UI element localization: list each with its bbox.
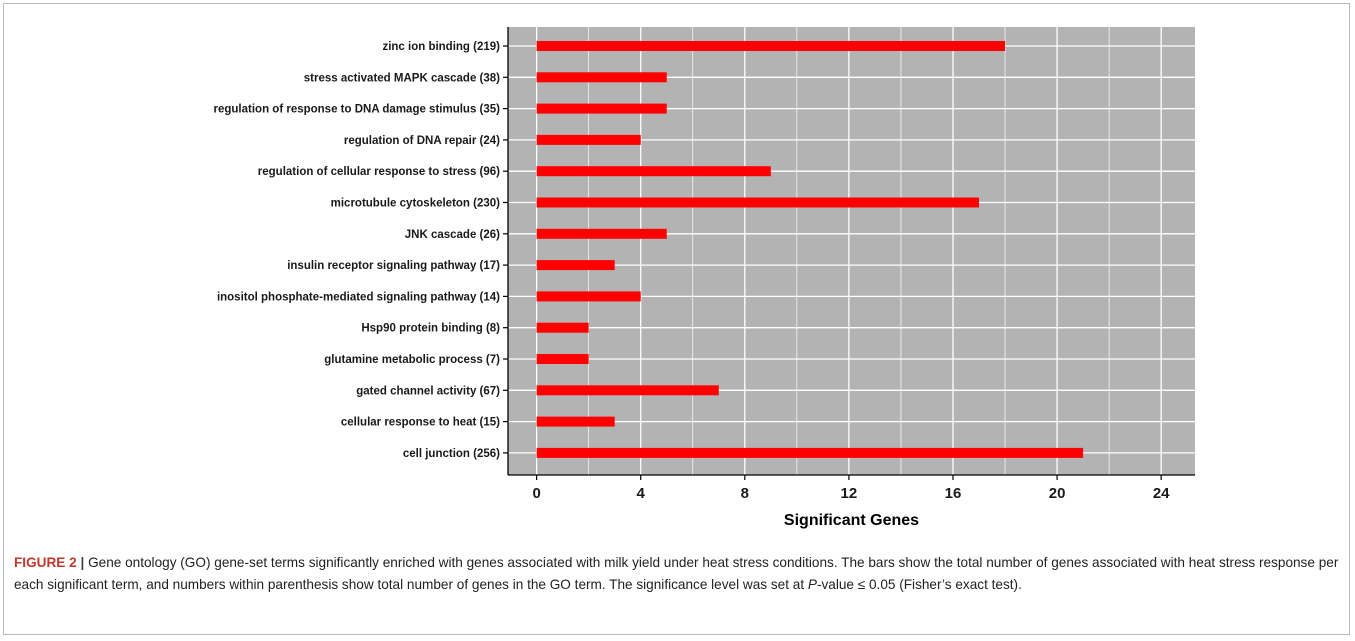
x-tick-label: 4: [637, 485, 646, 502]
x-tick-label: 24: [1153, 485, 1170, 502]
x-axis-title: Significant Genes: [784, 512, 919, 529]
x-tick-labels: 0 4 8 12 16 20 24: [532, 485, 1170, 502]
x-tick-label: 16: [945, 485, 962, 502]
y-tick-label: gated channel activity (67): [356, 385, 500, 397]
x-tick-label: 0: [532, 485, 540, 502]
plot-panel: [508, 27, 1195, 475]
y-tick-label: glutamine metabolic process (7): [324, 354, 500, 366]
bar: [536, 72, 667, 83]
bar: [536, 385, 719, 396]
caption-separator: |: [80, 555, 85, 570]
y-tick-label: cell junction (256): [403, 448, 500, 460]
bar: [536, 197, 980, 208]
bar: [536, 291, 641, 302]
x-tick-label: 8: [741, 485, 749, 502]
bar: [536, 354, 589, 364]
y-tick-label: JNK cascade (26): [405, 229, 500, 241]
bar: [536, 228, 667, 239]
caption-text: Gene ontology (GO) gene-set terms signif…: [14, 555, 1339, 592]
y-tick-label: microtubule cytoskeleton (230): [331, 198, 501, 210]
y-tick-label: stress activated MAPK cascade (38): [304, 72, 500, 84]
y-tick-label: regulation of DNA repair (24): [344, 135, 500, 147]
y-tick-labels: zinc ion binding (219) stress activated M…: [214, 41, 501, 460]
y-tick-label: regulation of cellular response to stres…: [258, 166, 500, 178]
y-tick-label: Hsp90 protein binding (8): [361, 323, 500, 335]
x-tick-label: 12: [841, 485, 858, 502]
figure-caption: FIGURE 2 | Gene ontology (GO) gene-set t…: [14, 552, 1339, 595]
x-tick-label: 20: [1049, 485, 1066, 502]
y-tick-label: zinc ion binding (219): [382, 41, 500, 53]
bar: [536, 166, 771, 177]
caption-text-end: -value ≤ 0.05 (Fisher’s exact test).: [816, 576, 1022, 592]
bar: [536, 41, 1006, 51]
figure-label: FIGURE 2: [14, 555, 77, 570]
caption-p-symbol: P: [807, 576, 817, 592]
bar-chart: zinc ion binding (219) stress activated M…: [214, 27, 1195, 529]
y-tick-label: cellular response to heat (15): [341, 417, 500, 429]
y-tick-label: regulation of response to DNA damage sti…: [214, 104, 501, 116]
bar: [536, 103, 667, 114]
y-tick-label: inositol phosphate-mediated signaling pa…: [217, 291, 500, 303]
bars: [536, 41, 1084, 458]
bar: [536, 447, 1084, 458]
axes: [503, 27, 1195, 480]
y-tick-label: insulin receptor signaling pathway (17): [287, 260, 500, 272]
bar: [536, 134, 641, 145]
bar: [536, 416, 615, 427]
bar: [536, 322, 589, 333]
bar: [536, 260, 615, 271]
